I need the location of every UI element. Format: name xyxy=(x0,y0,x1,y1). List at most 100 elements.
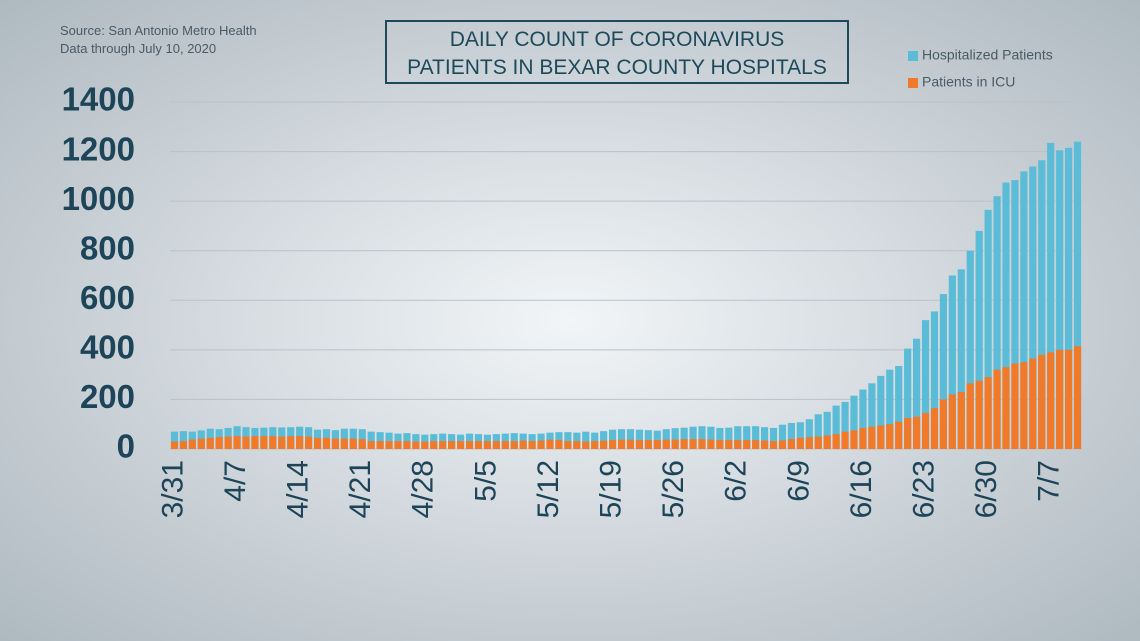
bar xyxy=(904,418,912,449)
bar xyxy=(421,441,429,449)
bar xyxy=(430,441,438,449)
x-tick-label: 6/2 xyxy=(720,460,753,502)
y-tick-label: 600 xyxy=(80,279,135,316)
bar xyxy=(975,380,983,449)
bar xyxy=(483,441,491,449)
title-box xyxy=(385,20,849,84)
bar xyxy=(904,348,912,449)
bar xyxy=(1056,349,1064,449)
bar xyxy=(635,440,643,449)
bar xyxy=(743,440,751,449)
bar xyxy=(1065,147,1073,449)
bar xyxy=(358,439,366,449)
source-note: Source: San Antonio Metro Health xyxy=(60,23,257,38)
bar xyxy=(197,438,205,449)
bar xyxy=(179,441,187,449)
bar xyxy=(519,440,527,449)
bar xyxy=(1029,358,1037,449)
bar xyxy=(814,414,822,449)
bar xyxy=(492,441,500,449)
y-tick-label: 1400 xyxy=(62,81,135,118)
x-tick-label: 4/7 xyxy=(219,460,252,502)
bar xyxy=(841,401,849,449)
bar xyxy=(609,429,617,449)
bar xyxy=(1065,349,1073,449)
bar xyxy=(1038,354,1046,449)
bar xyxy=(689,439,697,449)
bar xyxy=(224,436,232,449)
bar xyxy=(635,429,643,449)
bar xyxy=(984,377,992,449)
bar xyxy=(939,294,947,449)
bar xyxy=(859,427,867,449)
bar xyxy=(743,426,751,449)
bar xyxy=(948,275,956,449)
bar xyxy=(707,439,715,449)
bar xyxy=(1029,166,1037,449)
x-tick-label: 5/12 xyxy=(532,460,565,518)
x-tick-label: 3/31 xyxy=(156,460,189,518)
bar xyxy=(1020,171,1028,449)
bar xyxy=(385,441,393,449)
bar xyxy=(948,394,956,449)
chart-title: PATIENTS IN BEXAR COUNTY HOSPITALS xyxy=(407,56,827,79)
bar xyxy=(340,438,348,449)
bar xyxy=(278,436,286,449)
bar xyxy=(296,436,304,449)
y-tick-label: 1200 xyxy=(62,130,135,167)
bar xyxy=(1038,160,1046,449)
bar xyxy=(564,441,572,449)
bar xyxy=(752,440,760,449)
legend-swatch xyxy=(908,78,918,88)
bar xyxy=(358,429,366,449)
bar xyxy=(698,426,706,449)
bar xyxy=(725,427,733,449)
bar xyxy=(1011,180,1019,449)
bar xyxy=(814,436,822,449)
bar xyxy=(555,440,563,449)
bar xyxy=(376,441,384,449)
bar xyxy=(376,432,384,449)
y-tick-label: 0 xyxy=(117,428,135,465)
bar xyxy=(913,416,921,449)
bar xyxy=(600,440,608,449)
bar xyxy=(1002,182,1010,449)
bar xyxy=(823,411,831,449)
legend-label: Hospitalized Patients xyxy=(922,47,1053,63)
x-tick-label: 6/16 xyxy=(845,460,878,518)
bar xyxy=(716,440,724,449)
bar xyxy=(1047,142,1055,449)
x-tick-label: 4/14 xyxy=(282,460,315,518)
x-tick-label: 6/30 xyxy=(970,460,1003,518)
bar xyxy=(850,430,858,449)
legend-label: Patients in ICU xyxy=(922,74,1015,90)
bar xyxy=(975,230,983,449)
bar xyxy=(984,209,992,449)
bar xyxy=(850,395,858,449)
bar xyxy=(313,437,322,449)
data-note: Data through July 10, 2020 xyxy=(60,41,216,56)
bar xyxy=(761,427,769,449)
bar xyxy=(206,437,214,449)
bar xyxy=(796,437,804,449)
x-tick-label: 6/23 xyxy=(907,460,940,518)
bar xyxy=(787,439,795,449)
bar xyxy=(993,369,1001,449)
bar xyxy=(582,441,590,449)
bar xyxy=(913,338,921,449)
bar xyxy=(644,430,652,449)
bar xyxy=(251,436,259,449)
bar xyxy=(796,422,804,449)
bar xyxy=(1073,141,1082,449)
bar xyxy=(1056,150,1064,449)
bar xyxy=(626,429,635,449)
bar xyxy=(546,439,554,449)
bar xyxy=(761,440,769,449)
bar xyxy=(537,440,545,449)
bar xyxy=(179,431,187,449)
bar xyxy=(188,439,196,449)
bar xyxy=(805,419,813,449)
bar xyxy=(769,441,778,449)
bar xyxy=(921,320,930,449)
y-tick-label: 400 xyxy=(80,329,135,366)
